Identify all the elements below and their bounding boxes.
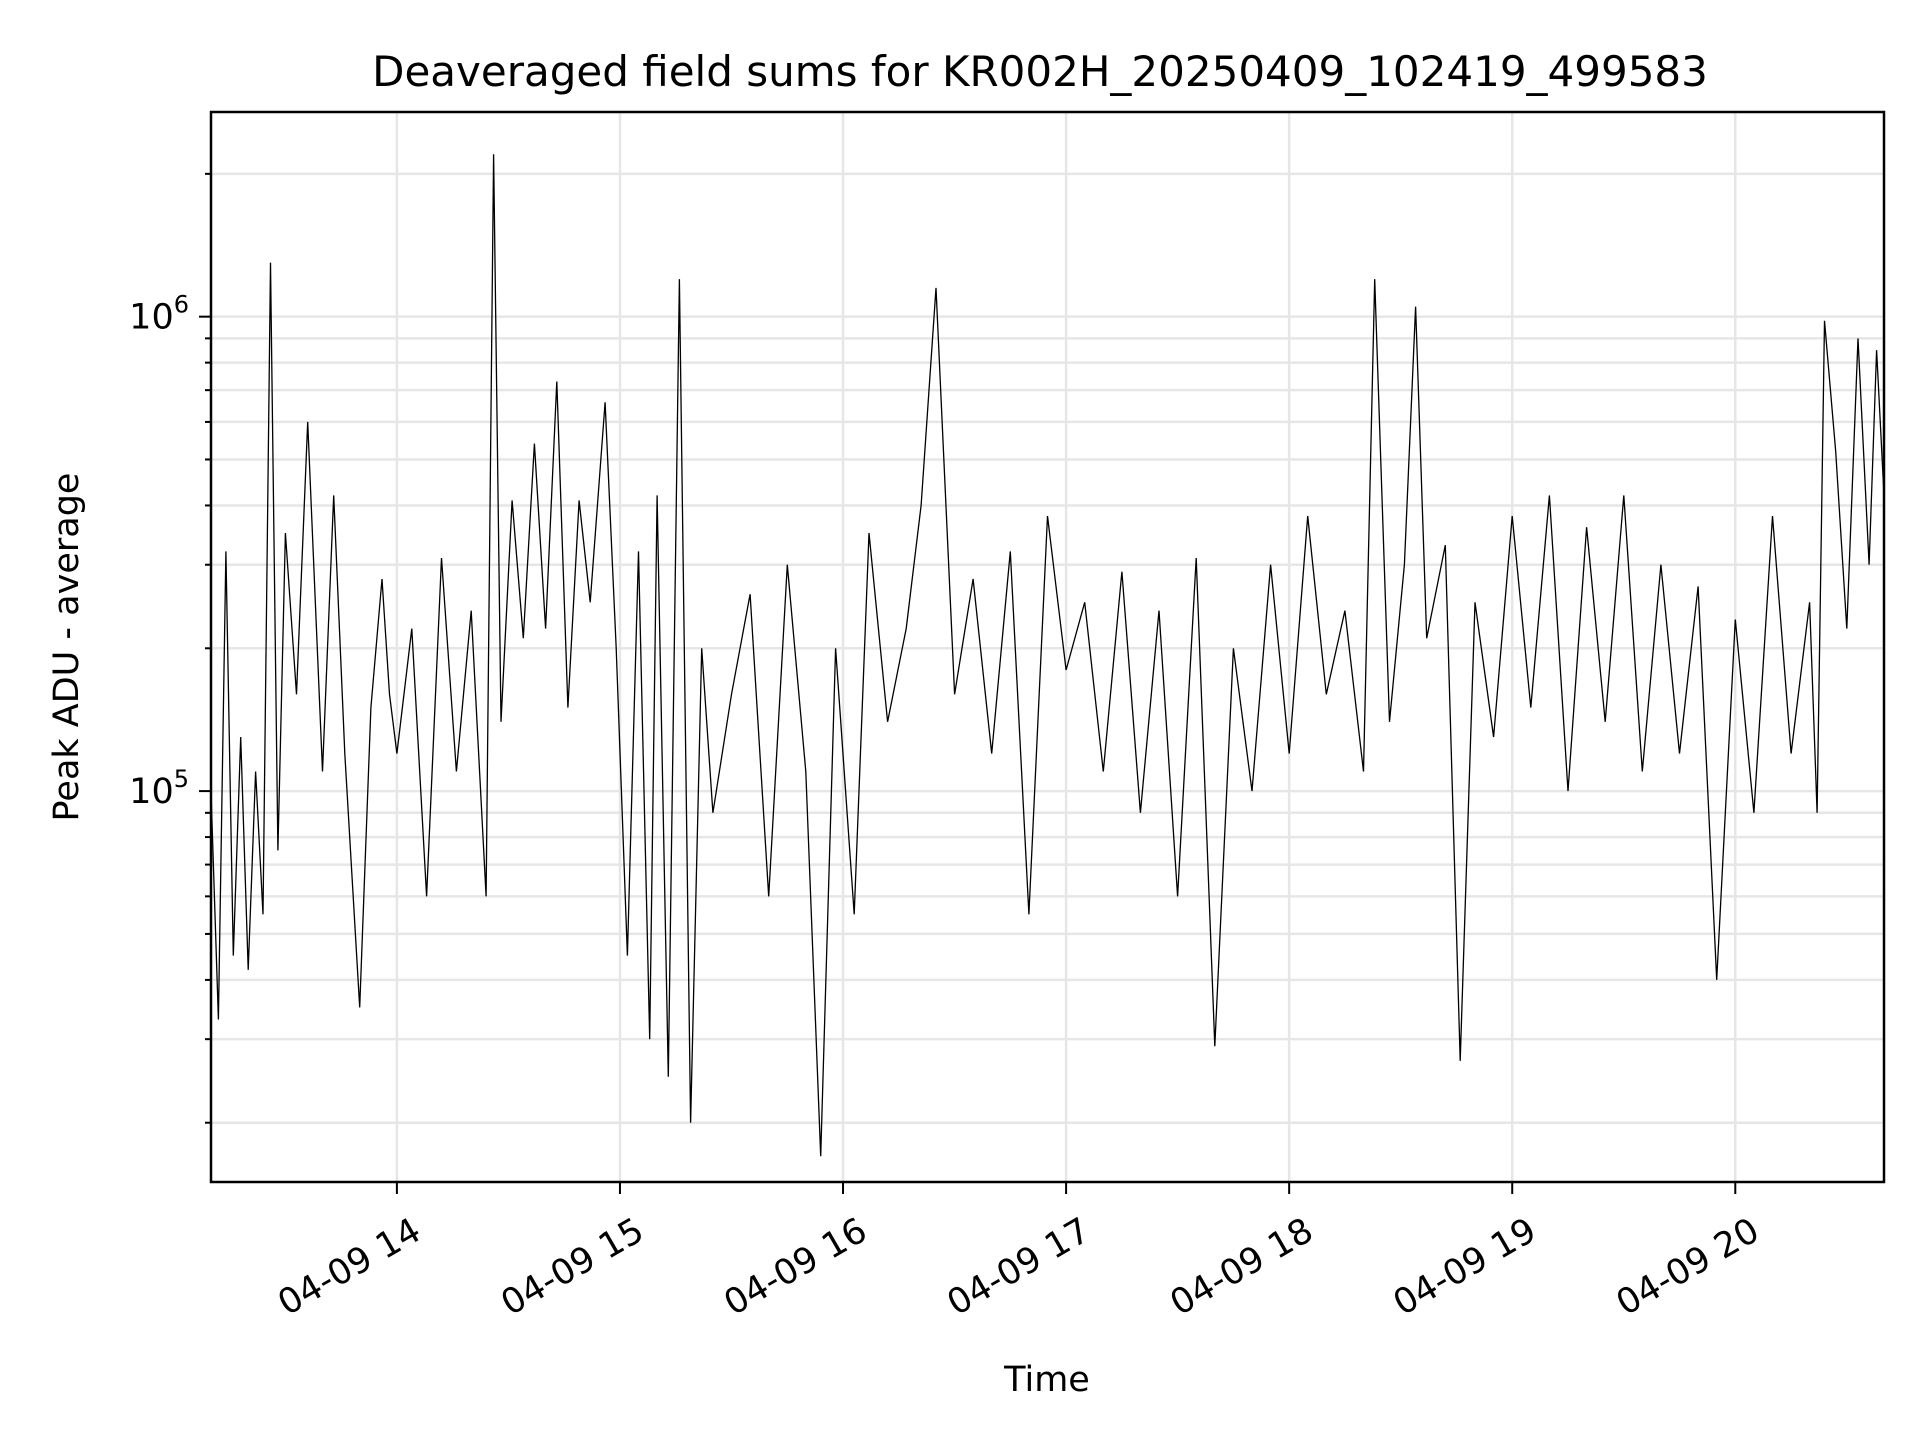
series-layer <box>210 154 1885 1157</box>
plot-frame <box>209 110 1886 1184</box>
y-tick-label: 106 <box>129 291 189 338</box>
y-axis-label: Peak ADU - average <box>47 473 87 822</box>
grid <box>211 112 1884 1182</box>
series-line <box>210 154 1885 1157</box>
x-axis-label: Time <box>1003 1360 1090 1400</box>
y-tick-label: 105 <box>129 765 189 812</box>
y-axis: 105 106 <box>129 172 211 1124</box>
chart-title: Deaveraged field sums for KR002H_2025040… <box>372 47 1708 96</box>
